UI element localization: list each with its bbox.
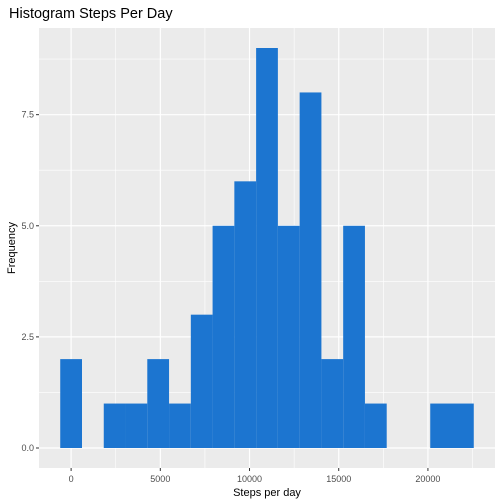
histogram-bar [169,403,191,448]
x-tick-label: 20000 [415,474,440,484]
histogram-bar [60,359,82,448]
histogram-bars [60,48,474,449]
y-axis-title: Frequency [6,222,18,274]
x-tick-label: 15000 [326,474,351,484]
histogram-bar [452,403,474,448]
histogram-bar [343,225,365,448]
chart-title: Histogram Steps Per Day [9,6,173,22]
histogram-bar [277,225,300,448]
y-axis-ticks: 0.0 2.5 5.0 7.5 [21,110,39,453]
histogram-bar [147,359,170,448]
x-tick-label: 0 [69,474,74,484]
x-tick-label: 10000 [237,474,262,484]
histogram-bar [364,403,387,448]
histogram-bar [256,48,278,448]
histogram-bar [234,181,257,449]
x-axis-title: Steps per day [233,487,301,499]
histogram-bar [430,403,453,448]
histogram-bar [103,403,126,448]
y-tick-label: 7.5 [21,110,34,120]
x-axis-ticks: 0 5000 10000 15000 20000 [69,468,440,484]
histogram-bar [190,314,213,448]
y-tick-label: 2.5 [21,332,34,342]
histogram-bar [299,92,322,448]
x-tick-label: 5000 [150,474,170,484]
histogram-bar [125,403,148,448]
y-tick-label: 0.0 [21,443,34,453]
y-tick-label: 5.0 [21,221,34,231]
histogram-bar [321,359,344,448]
histogram-bar [212,225,235,448]
